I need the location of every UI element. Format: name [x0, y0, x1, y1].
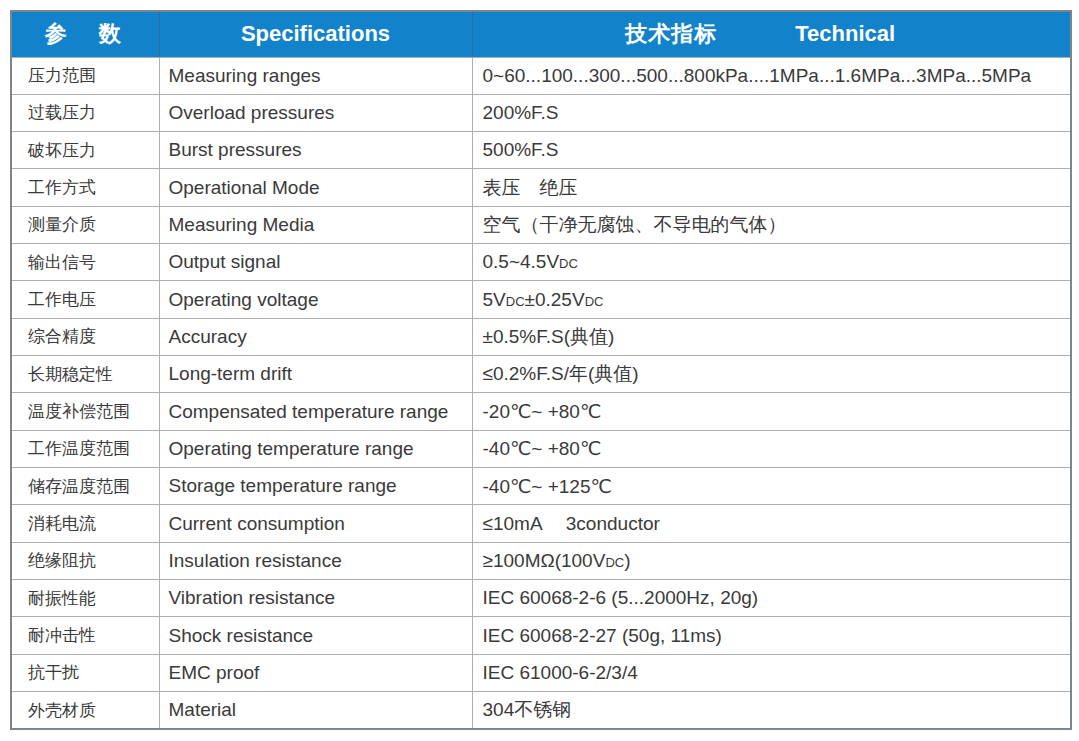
param-name-cell: 过载压力	[11, 94, 159, 131]
table-row: 工作电压Operating voltage5VDC±0.25VDC	[11, 281, 1071, 318]
spec-name-cell: Accuracy	[159, 318, 472, 355]
spec-value-cell: ≤10mA 3conductor	[472, 505, 1071, 542]
spec-name-cell: Compensated temperature range	[159, 393, 472, 430]
spec-name-cell: Current consumption	[159, 505, 472, 542]
spec-value-cell: IEC 61000-6-2/3/4	[472, 654, 1071, 691]
param-name-cell: 综合精度	[11, 318, 159, 355]
spec-value-cell: ±0.5%F.S(典值)	[472, 318, 1071, 355]
spec-name-cell: Vibration resistance	[159, 580, 472, 617]
spec-value-cell: -40℃~ +80℃	[472, 430, 1071, 467]
header-technical-zh: 技术指标	[625, 19, 717, 49]
param-name-cell: 输出信号	[11, 244, 159, 281]
table-row: 绝缘阻抗Insulation resistance≥100MΩ(100VDC)	[11, 542, 1071, 579]
spec-value-cell: 0~60...100...300...500...800kPa....1MPa.…	[472, 57, 1071, 94]
spec-value-cell: ≥100MΩ(100VDC)	[472, 542, 1071, 579]
spec-name-cell: Insulation resistance	[159, 542, 472, 579]
param-name-cell: 储存温度范围	[11, 468, 159, 505]
table-row: 过载压力Overload pressures200%F.S	[11, 94, 1071, 131]
spec-value-cell: ≤0.2%F.S/年(典值)	[472, 356, 1071, 393]
spec-sheet-page: 参 数 Specifications 技术指标 Technical 压力范围Me…	[0, 0, 1079, 741]
spec-name-cell: Material	[159, 692, 472, 729]
table-row: 长期稳定性Long-term drift≤0.2%F.S/年(典值)	[11, 356, 1071, 393]
param-name-cell: 耐冲击性	[11, 617, 159, 654]
header-technical: 技术指标 Technical	[472, 11, 1071, 57]
table-row: 输出信号Output signal0.5~4.5VDC	[11, 244, 1071, 281]
table-row: 综合精度Accuracy±0.5%F.S(典值)	[11, 318, 1071, 355]
spec-name-cell: Burst pressures	[159, 132, 472, 169]
header-parameters: 参 数	[11, 11, 159, 57]
header-specifications: Specifications	[159, 11, 472, 57]
table-row: 破坏压力Burst pressures500%F.S	[11, 132, 1071, 169]
spec-value-cell: 500%F.S	[472, 132, 1071, 169]
table-row: 压力范围Measuring ranges0~60...100...300...5…	[11, 57, 1071, 94]
spec-value-cell: IEC 60068-2-27 (50g, 11ms)	[472, 617, 1071, 654]
param-name-cell: 耐振性能	[11, 580, 159, 617]
param-name-cell: 长期稳定性	[11, 356, 159, 393]
spec-name-cell: Shock resistance	[159, 617, 472, 654]
spec-name-cell: Long-term drift	[159, 356, 472, 393]
param-name-cell: 消耗电流	[11, 505, 159, 542]
spec-value-cell: IEC 60068-2-6 (5...2000Hz, 20g)	[472, 580, 1071, 617]
spec-value-cell: -20℃~ +80℃	[472, 393, 1071, 430]
table-row: 耐冲击性Shock resistanceIEC 60068-2-27 (50g,…	[11, 617, 1071, 654]
spec-value-cell: 表压 绝压	[472, 169, 1071, 206]
param-name-cell: 压力范围	[11, 57, 159, 94]
param-name-cell: 工作方式	[11, 169, 159, 206]
header-technical-en: Technical	[795, 21, 895, 47]
spec-value-cell: 5VDC±0.25VDC	[472, 281, 1071, 318]
spec-name-cell: Output signal	[159, 244, 472, 281]
table-row: 温度补偿范围Compensated temperature range-20℃~…	[11, 393, 1071, 430]
spec-name-cell: Measuring ranges	[159, 57, 472, 94]
table-row: 消耗电流Current consumption≤10mA 3conductor	[11, 505, 1071, 542]
param-name-cell: 绝缘阻抗	[11, 542, 159, 579]
table-row: 抗干扰EMC proofIEC 61000-6-2/3/4	[11, 654, 1071, 691]
spec-value-cell: 200%F.S	[472, 94, 1071, 131]
param-name-cell: 工作温度范围	[11, 430, 159, 467]
param-name-cell: 测量介质	[11, 206, 159, 243]
spec-name-cell: Operating temperature range	[159, 430, 472, 467]
spec-table: 参 数 Specifications 技术指标 Technical 压力范围Me…	[10, 10, 1072, 730]
param-name-cell: 破坏压力	[11, 132, 159, 169]
spec-name-cell: EMC proof	[159, 654, 472, 691]
spec-value-cell: 304不锈钢	[472, 692, 1071, 729]
spec-value-cell: -40℃~ +125℃	[472, 468, 1071, 505]
spec-name-cell: Operating voltage	[159, 281, 472, 318]
spec-name-cell: Measuring Media	[159, 206, 472, 243]
param-name-cell: 工作电压	[11, 281, 159, 318]
spec-table-body: 压力范围Measuring ranges0~60...100...300...5…	[11, 57, 1071, 729]
param-name-cell: 外壳材质	[11, 692, 159, 729]
spec-name-cell: Overload pressures	[159, 94, 472, 131]
param-name-cell: 抗干扰	[11, 654, 159, 691]
param-name-cell: 温度补偿范围	[11, 393, 159, 430]
table-row: 储存温度范围Storage temperature range-40℃~ +12…	[11, 468, 1071, 505]
table-row: 工作温度范围Operating temperature range-40℃~ +…	[11, 430, 1071, 467]
table-row: 外壳材质Material304不锈钢	[11, 692, 1071, 729]
spec-value-cell: 0.5~4.5VDC	[472, 244, 1071, 281]
header-row: 参 数 Specifications 技术指标 Technical	[11, 11, 1071, 57]
table-row: 工作方式Operational Mode表压 绝压	[11, 169, 1071, 206]
spec-name-cell: Operational Mode	[159, 169, 472, 206]
table-row: 测量介质Measuring Media空气（干净无腐蚀、不导电的气体）	[11, 206, 1071, 243]
table-row: 耐振性能Vibration resistanceIEC 60068-2-6 (5…	[11, 580, 1071, 617]
spec-name-cell: Storage temperature range	[159, 468, 472, 505]
spec-value-cell: 空气（干净无腐蚀、不导电的气体）	[472, 206, 1071, 243]
